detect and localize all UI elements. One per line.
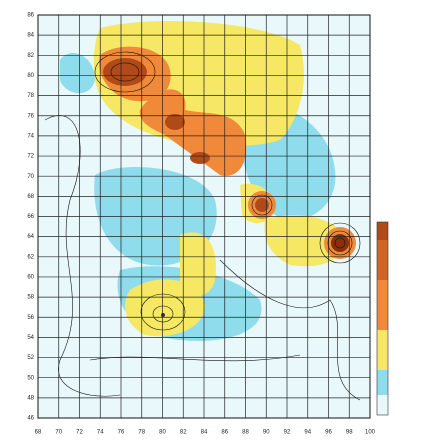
y-tick-label: 46 <box>27 416 34 422</box>
x-tick-label: 86 <box>221 430 228 436</box>
x-tick-label: 68 <box>35 430 42 436</box>
y-tick-label: 86 <box>27 13 34 19</box>
y-tick-label: 84 <box>27 33 34 39</box>
x-tick-label: 94 <box>304 430 311 436</box>
x-tick-label: 92 <box>284 430 291 436</box>
x-tick-label: 90 <box>263 430 270 436</box>
color-swatch <box>377 395 388 415</box>
color-swatch <box>377 280 388 330</box>
color-swatch <box>377 240 388 280</box>
x-tick-label: 70 <box>55 430 62 436</box>
color-scale-frame <box>376 221 389 416</box>
x-tick-label: 74 <box>97 430 104 436</box>
y-tick-label: 60 <box>27 275 34 281</box>
y-tick-label: 76 <box>27 113 34 119</box>
x-tick-label: 88 <box>242 430 249 436</box>
y-tick-label: 70 <box>27 174 34 180</box>
y-tick-label: 72 <box>27 154 34 160</box>
x-tick-label: 84 <box>201 430 208 436</box>
contour-line <box>327 230 353 256</box>
brown-region <box>165 114 185 130</box>
peak-point <box>161 313 165 317</box>
y-tick-label: 74 <box>27 133 34 139</box>
x-tick-label: 100 <box>365 430 376 436</box>
y-tick-label: 64 <box>27 234 34 240</box>
y-tick-label: 78 <box>27 93 34 99</box>
yellow-region <box>264 215 346 267</box>
contour-line <box>334 237 346 249</box>
contour-line <box>152 305 174 323</box>
contour-line <box>251 194 273 216</box>
brown-region <box>331 234 349 252</box>
brown-region <box>190 152 210 164</box>
contour-line <box>110 62 140 82</box>
y-tick-label: 68 <box>27 194 34 200</box>
x-tick-label: 72 <box>76 430 83 436</box>
x-tick-label: 80 <box>159 430 166 436</box>
y-tick-label: 62 <box>27 254 34 260</box>
x-tick-label: 98 <box>346 430 353 436</box>
color-swatch <box>377 330 388 370</box>
x-tick-label: 78 <box>138 430 145 436</box>
contour-line <box>319 222 361 264</box>
contour-line <box>219 259 361 401</box>
y-tick-label: 52 <box>27 355 34 361</box>
contour-line <box>94 51 156 93</box>
plot-frame <box>37 14 371 419</box>
color-scale <box>376 221 389 416</box>
y-tick-label: 54 <box>27 335 34 341</box>
color-swatch <box>377 370 388 395</box>
y-tick-label: 66 <box>27 214 34 220</box>
y-tick-label: 58 <box>27 295 34 301</box>
y-tick-label: 80 <box>27 73 34 79</box>
x-tick-label: 76 <box>118 430 125 436</box>
contour-line <box>140 293 186 331</box>
y-tick-label: 82 <box>27 53 34 59</box>
y-tick-label: 48 <box>27 395 34 401</box>
brown-region <box>103 58 147 86</box>
grid <box>37 14 371 419</box>
color-swatch <box>377 222 388 240</box>
brown-region <box>255 198 269 212</box>
yellow-region <box>180 232 216 296</box>
cyan-region <box>60 52 95 94</box>
x-tick-label: 82 <box>180 430 187 436</box>
y-tick-label: 50 <box>27 375 34 381</box>
y-tick-label: 56 <box>27 315 34 321</box>
orange-region <box>139 89 247 176</box>
contour-line <box>44 115 121 397</box>
x-tick-label: 96 <box>325 430 332 436</box>
